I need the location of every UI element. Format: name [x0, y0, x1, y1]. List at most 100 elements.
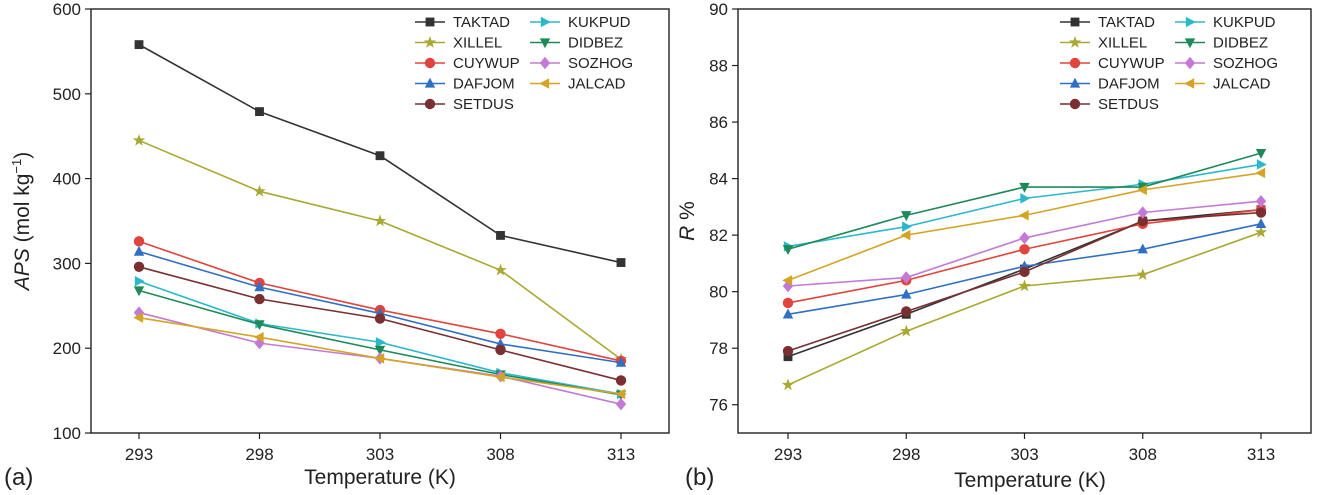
- y-tick-label: 500: [53, 85, 81, 104]
- data-point-taktad: [616, 258, 626, 267]
- legend-marker-didbez: [539, 38, 551, 49]
- data-point-setdus: [374, 313, 386, 324]
- y-tick-label: 76: [709, 396, 728, 415]
- data-point-didbez: [374, 345, 386, 356]
- data-point-kukpud: [134, 276, 145, 287]
- legend-label: TAKTAD: [1098, 14, 1155, 31]
- data-point-xillel: [781, 378, 795, 391]
- legend-marker-kukpud: [1185, 16, 1196, 28]
- legend-marker-dafjom: [1069, 77, 1081, 88]
- data-point-sozhog: [1255, 194, 1267, 208]
- y-tick-label: 84: [709, 170, 728, 189]
- legend-item-setdus: SETDUS: [1060, 96, 1159, 113]
- x-tick-label: 308: [486, 445, 514, 464]
- x-axis-label: Temperature (K): [304, 466, 456, 489]
- data-point-jalcad: [374, 353, 385, 364]
- data-point-xillel: [900, 324, 913, 337]
- y-tick-label: 600: [53, 0, 81, 19]
- legend: TAKTAD XILLEL CUYWUP DAFJOM SETDUS KUKPUD DIDB…: [1060, 14, 1278, 113]
- data-point-jalcad: [782, 275, 793, 286]
- data-point-didbez: [133, 286, 145, 297]
- data-point-xillel: [1254, 225, 1268, 238]
- legend-label: KUKPUD: [1213, 14, 1276, 31]
- series-kukpud: [134, 276, 627, 400]
- legend-item-dafjom: DAFJOM: [1060, 76, 1160, 93]
- y-tick-label: 400: [53, 170, 81, 189]
- legend-marker-taktad: [425, 17, 435, 27]
- y-axis: 76 78 80 82 84 86 88 90: [709, 0, 738, 415]
- legend-marker-taktad: [1070, 17, 1080, 27]
- legend-label: TAKTAD: [453, 14, 510, 31]
- legend-label: CUYWUP: [1098, 55, 1165, 72]
- series-line-kukpud: [138, 280, 622, 395]
- legend-item-cuywup: CUYWUP: [1060, 55, 1165, 72]
- data-point-setdus: [1255, 207, 1267, 218]
- data-point-taktad: [496, 230, 505, 240]
- series-taktad: [134, 40, 626, 267]
- y-tick-label: 80: [709, 283, 728, 302]
- legend-label: DIDBEZ: [1213, 35, 1268, 52]
- series-sozhog: [782, 194, 1267, 293]
- legend-marker-xillel: [423, 36, 437, 48]
- legend-item-sozhog: SOZHOG: [530, 55, 633, 72]
- legend-label: DIDBEZ: [568, 35, 623, 52]
- x-tick-label: 313: [1247, 445, 1275, 464]
- y-tick-label: 100: [53, 424, 81, 443]
- legend-label: SETDUS: [1098, 96, 1159, 113]
- legend-marker-setdus: [424, 98, 436, 110]
- data-point-sozhog: [1137, 206, 1148, 219]
- legend-item-jalcad: JALCAD: [1175, 76, 1271, 93]
- series-line-cuywup: [787, 208, 1262, 304]
- data-point-didbez: [901, 211, 912, 222]
- series-layer: [132, 40, 628, 411]
- y-axis: 100 200 300 400 500 600: [53, 0, 91, 443]
- data-point-sozhog: [901, 271, 912, 284]
- data-point-dafjom: [782, 308, 794, 319]
- data-point-xillel: [1018, 279, 1031, 292]
- legend: TAKTAD XILLEL CUYWUP DAFJOM SETDUS KUKPUD DIDB…: [415, 14, 633, 113]
- panel-a-chart: 100 200 300 400 500 600 293 298 303 308 313 TAKTA…: [4, 0, 670, 491]
- legend-item-didbez: DIDBEZ: [1175, 35, 1268, 52]
- series-layer: [781, 149, 1268, 391]
- legend-marker-jalcad: [539, 78, 550, 89]
- legend-item-sozhog: SOZHOG: [1175, 55, 1278, 72]
- legend-marker-dafjom: [424, 77, 436, 88]
- y-tick-label: 200: [53, 339, 81, 358]
- legend-label: XILLEL: [453, 35, 502, 52]
- data-point-setdus: [1137, 215, 1148, 227]
- data-point-didbez: [254, 320, 265, 331]
- data-point-jalcad: [1137, 184, 1147, 196]
- data-point-dafjom: [901, 288, 912, 299]
- series-line-xillel: [787, 231, 1262, 386]
- legend-item-cuywup: CUYWUP: [415, 55, 520, 72]
- data-point-jalcad: [615, 388, 626, 400]
- legend-marker-sozhog: [1184, 56, 1196, 70]
- series-jalcad: [782, 167, 1266, 286]
- x-axis-label: Temperature (K): [954, 469, 1106, 492]
- y-tick-label: 78: [709, 339, 728, 358]
- data-point-dafjom: [1255, 218, 1267, 228]
- y-tick-label: 86: [709, 113, 728, 132]
- series-xillel: [781, 225, 1268, 391]
- legend-item-kukpud: KUKPUD: [1175, 14, 1276, 31]
- data-point-dafjom: [254, 281, 265, 292]
- data-point-taktad: [134, 40, 144, 50]
- data-point-xillel: [373, 214, 387, 227]
- x-tick-label: 293: [774, 445, 802, 464]
- legend-marker-kukpud: [540, 16, 551, 28]
- legend-label: SOZHOG: [1213, 55, 1278, 72]
- legend-marker-jalcad: [1184, 78, 1195, 89]
- legend-item-xillel: XILLEL: [415, 35, 502, 52]
- data-point-kukpud: [375, 337, 386, 348]
- legend-item-setdus: SETDUS: [415, 96, 514, 113]
- data-point-setdus: [901, 306, 912, 317]
- y-tick-label: 82: [709, 226, 728, 245]
- data-point-taktad: [375, 151, 385, 161]
- legend-marker-setdus: [1069, 98, 1081, 110]
- x-axis: 293 298 303 308 313: [774, 433, 1275, 464]
- data-point-setdus: [782, 345, 794, 357]
- data-point-sozhog: [615, 397, 627, 411]
- legend-item-taktad: TAKTAD: [1060, 14, 1155, 31]
- y-tick-label: 88: [709, 57, 728, 76]
- data-point-dafjom: [615, 356, 627, 367]
